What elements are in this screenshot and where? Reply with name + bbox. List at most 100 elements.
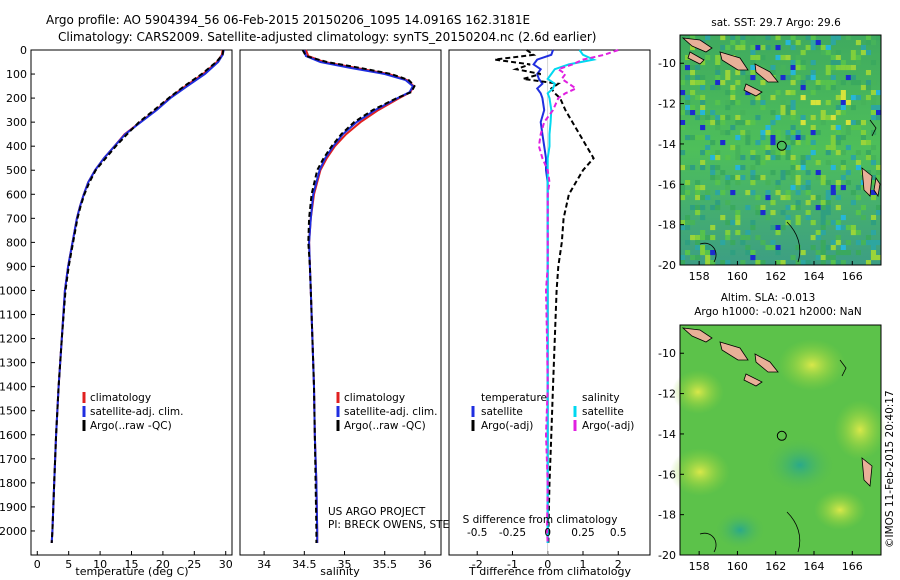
top-x-tick-label: -0.25: [499, 527, 526, 539]
sst-map-islands: [681, 37, 881, 263]
sla-map-title-line1: Altim. SLA: -0.013: [721, 292, 816, 304]
x-tick-label: 30: [219, 558, 233, 571]
map-y-tick-label: -14: [658, 428, 676, 441]
project-annotation: US ARGO PROJECT: [328, 506, 426, 518]
legend-climatology: climatology: [90, 392, 151, 404]
x-tick-label: 36: [418, 558, 432, 571]
legend-argo: Argo(..raw -QC): [90, 420, 172, 432]
sla-argo-location-marker: [776, 430, 787, 441]
x-tick-label: -2: [472, 558, 483, 571]
y-tick-label: 500: [6, 164, 27, 177]
map-x-tick-label: 162: [765, 270, 786, 283]
map-x-tick-label: 162: [765, 560, 786, 573]
y-tick-label: 400: [6, 140, 27, 153]
y-tick-label: 1800: [0, 477, 27, 490]
y-tick-label: 700: [6, 212, 27, 225]
map-y-tick-label: -18: [658, 219, 676, 232]
legend-sal-argo: Argo(-adj): [582, 420, 634, 432]
y-tick-label: 1100: [0, 309, 27, 322]
difference-top-xlabel: S difference from climatology: [463, 514, 618, 526]
x-tick-label: 34: [257, 558, 271, 571]
x-tick-label: 35.5: [372, 558, 397, 571]
salinity-xlabel: salinity: [320, 565, 360, 578]
x-tick-label: 34.5: [292, 558, 317, 571]
sst-map-axes: [679, 34, 882, 266]
temperature-legend: climatology satellite-adj. clim. Argo(..…: [82, 392, 183, 432]
legend-satellite: satellite-adj. clim.: [90, 406, 183, 418]
sla-map-anomalies: [670, 339, 886, 550]
top-x-tick-label: -0.5: [467, 527, 488, 539]
sla-map-axes: [679, 324, 882, 556]
sst-map-title: sat. SST: 29.7 Argo: 29.6: [711, 17, 841, 29]
salinity-legend: climatology satellite-adj. clim. Argo(..…: [336, 392, 437, 432]
x-tick-label: 0: [544, 558, 551, 571]
x-tick-label: 2: [615, 558, 622, 571]
difference-xlabel: T difference from climatology: [468, 565, 631, 578]
x-tick-label: 15: [125, 558, 139, 571]
y-tick-label: 100: [6, 68, 27, 81]
legend-sal-satellite: satellite: [582, 406, 624, 418]
map-x-tick-label: 164: [804, 560, 825, 573]
map-x-tick-label: 164: [804, 270, 825, 283]
difference-panel: -2 -1 0 1 2 S difference from climatology -0…: [448, 49, 651, 578]
map-x-tick-label: 158: [689, 270, 710, 283]
sst-argo-location-marker: [776, 140, 787, 151]
temperature-panel: 0 5 10 15 20 25 30 0 100 200 300 400 500 600 700 800 90…: [0, 44, 233, 578]
top-x-tick-label: 0.25: [571, 527, 594, 539]
map-y-tick-label: -20: [658, 259, 676, 272]
x-tick-label: 10: [93, 558, 107, 571]
map-x-tick-label: 158: [689, 560, 710, 573]
temperature-axes: [30, 49, 233, 556]
y-tick-label: 0: [20, 44, 27, 57]
series-line-temperature-argo-adj-: [494, 49, 595, 543]
map-x-tick-label: 166: [842, 270, 863, 283]
legend-climatology: climatology: [344, 392, 405, 404]
x-tick-label: 35: [338, 558, 352, 571]
salinity-axes: [239, 49, 442, 556]
map-y-tick-label: -12: [658, 388, 676, 401]
series-line-satellite-adj-clim-: [50, 49, 225, 544]
figure-title-line1: Argo profile: AO 5904394_56 06-Feb-2015 …: [46, 13, 530, 27]
sst-map-cells: [680, 35, 882, 266]
y-tick-label: 300: [6, 116, 27, 129]
legend-salinity-title: salinity: [582, 392, 620, 404]
x-tick-label: 1: [580, 558, 587, 571]
legend-temp-satellite: satellite: [481, 406, 523, 418]
temperature-xlabel: temperature (deg C): [75, 565, 188, 578]
figure-title-line2: Climatology: CARS2009. Satellite-adjuste…: [58, 30, 596, 44]
y-tick-label: 1400: [0, 381, 27, 394]
y-tick-label: 800: [6, 236, 27, 249]
series-line-argo-raw-qc-: [301, 49, 416, 543]
series-line-satellite-adj-clim-: [303, 49, 415, 543]
sla-map-title-line2: Argo h1000: -0.021 h2000: NaN: [694, 306, 862, 318]
y-tick-label: 2000: [0, 525, 27, 538]
y-tick-label: 1700: [0, 453, 27, 466]
map-x-tick-label: 166: [842, 560, 863, 573]
y-tick-label: 1600: [0, 429, 27, 442]
y-tick-label: 1500: [0, 405, 27, 418]
map-y-tick-label: -16: [658, 468, 676, 481]
legend-temperature-title: temperature: [481, 392, 547, 404]
salinity-panel: 34 34.5 35 35.5 36 salinity climatology sate…: [239, 49, 572, 578]
map-x-tick-label: 160: [727, 560, 748, 573]
y-tick-label: 1900: [0, 501, 27, 514]
difference-legend: temperature salinity satellite Argo(-adj…: [471, 392, 634, 432]
y-tick-label: 1300: [0, 357, 27, 370]
map-y-tick-label: -12: [658, 98, 676, 111]
legend-temp-argo: Argo(-adj): [481, 420, 533, 432]
y-tick-label: 1200: [0, 333, 27, 346]
map-x-tick-label: 160: [727, 270, 748, 283]
x-tick-label: 5: [65, 558, 72, 571]
x-tick-label: 0: [34, 558, 41, 571]
map-y-tick-label: -10: [658, 347, 676, 360]
y-tick-label: 900: [6, 260, 27, 273]
y-tick-label: 200: [6, 92, 27, 105]
sst-map-panel: sat. SST: 29.7 Argo: 29.6 158 160 162 164 16…: [658, 17, 882, 283]
sla-map-panel: Altim. SLA: -0.013 Argo h1000: -0.021 h2…: [658, 292, 886, 573]
x-tick-label: 20: [156, 558, 170, 571]
map-y-tick-label: -20: [658, 549, 676, 562]
top-x-tick-label: 0: [544, 527, 551, 539]
imos-timestamp: ©IMOS 11-Feb-2015 20:40:17: [884, 390, 896, 548]
series-line-salinity-argo-adj-: [537, 49, 619, 544]
